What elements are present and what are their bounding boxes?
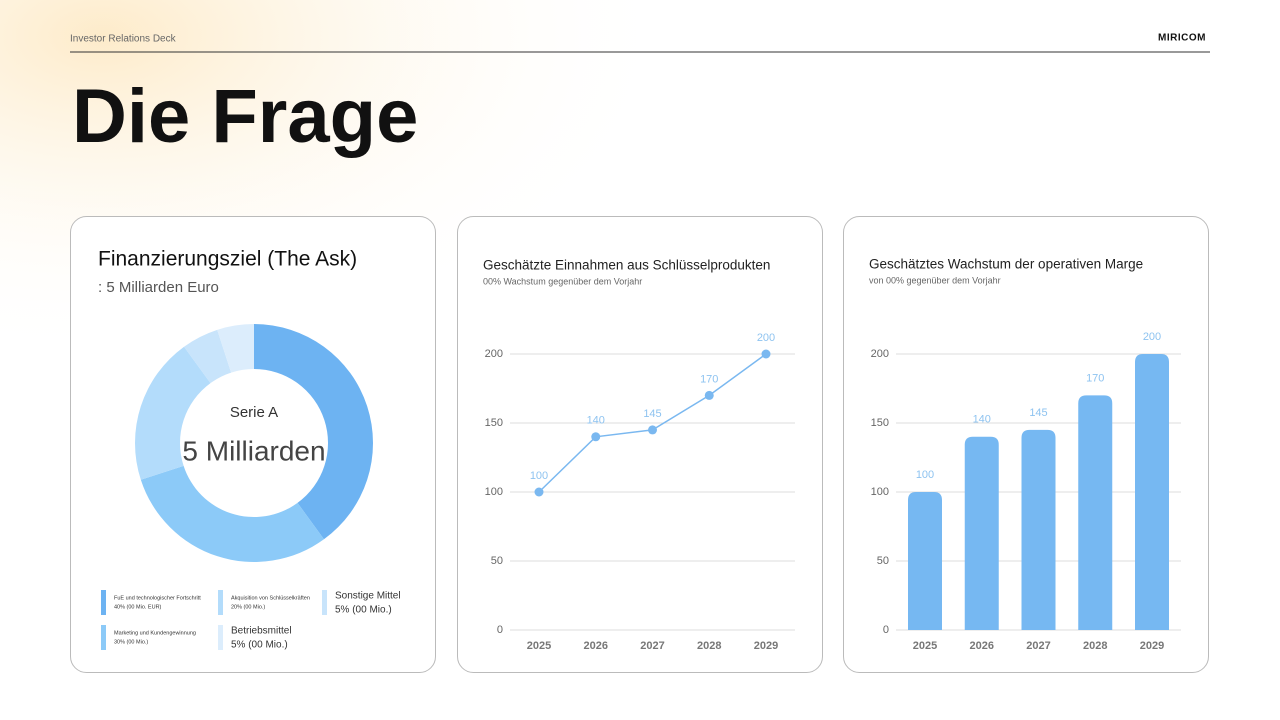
data-label: 100 [916,469,934,481]
data-label: 140 [587,415,605,427]
x-tick-label: 2029 [1140,640,1164,652]
legend-label: Akquisition von Schlüsselkräften [231,595,310,601]
deck-label: Investor Relations Deck [70,34,177,45]
x-tick-label: 2026 [584,640,608,652]
x-tick-label: 2029 [754,640,778,652]
pie-slice [134,346,211,480]
legend-swatch [218,590,223,615]
brand: MIRICOM [1158,33,1206,44]
y-tick-label: 50 [877,555,889,567]
point [704,390,714,400]
y-tick-label: 0 [497,624,503,636]
data-label: 200 [757,332,775,344]
legend-value: 30% (00 Mio.) [114,639,148,645]
y-tick-label: 50 [491,555,503,567]
y-tick-label: 150 [485,417,503,429]
data-label: 170 [700,373,718,385]
point [534,487,544,497]
data-label: 145 [1029,407,1047,419]
chart-title: Finanzierungsziel (The Ask) [98,248,357,271]
y-tick-label: 200 [871,348,889,360]
x-tick-label: 2028 [697,640,721,652]
bar [1135,354,1169,630]
slide-title: Die Frage [72,74,418,159]
data-label: 100 [530,470,548,482]
legend-swatch [218,625,223,650]
y-tick-label: 100 [485,486,503,498]
legend-label: Sonstige Mittel [335,591,401,602]
point [761,349,771,359]
legend-label: FuE und technologischer Fortschritt [114,595,201,601]
point [591,432,601,442]
chart-subtitle: 00% Wachstum gegenüber dem Vorjahr [483,276,642,286]
center-value: 5 Milliarden [182,435,325,466]
x-tick-label: 2026 [970,640,994,652]
data-label: 140 [973,414,991,426]
panel [457,216,823,673]
x-tick-label: 2028 [1083,640,1107,652]
pie-slice [140,465,324,563]
legend-value: 40% (00 Mio. EUR) [114,604,162,610]
point [648,425,657,435]
bar [964,436,999,630]
y-tick-label: 0 [883,624,889,636]
x-tick-label: 2027 [1026,640,1050,652]
y-tick-label: 150 [871,417,889,429]
pie-slice [184,329,232,384]
x-tick-label: 2025 [527,640,551,652]
legend-swatch [101,625,106,650]
legend-value: 20% (00 Mio.) [231,604,265,610]
bar [908,492,942,630]
chart-title: Geschätztes Wachstum der operativen Marg… [869,257,1143,272]
y-tick-label: 200 [485,348,503,360]
bar [1078,395,1113,630]
y-tick-label: 100 [871,486,889,498]
pie-slice [254,324,373,540]
chart-title: Geschätzte Einnahmen aus Schlüsselproduk… [483,258,770,273]
chart-subtitle: : 5 Milliarden Euro [98,279,219,296]
panel [70,216,436,673]
legend-value: 5% (00 Mio.) [231,640,288,651]
x-tick-label: 2025 [913,640,937,652]
pie-slice [217,324,254,373]
data-label: 145 [643,408,661,420]
bar [1021,429,1056,630]
legend-label: Marketing und Kundengewinnung [114,630,196,636]
legend-label: Betriebsmittel [231,626,292,637]
legend-value: 5% (00 Mio.) [335,605,392,616]
center-label: Serie A [230,404,278,421]
legend-swatch [322,590,327,615]
legend-swatch [101,590,106,615]
x-tick-label: 2027 [640,640,664,652]
data-label: 170 [1086,372,1104,384]
data-label: 200 [1143,331,1161,343]
chart-subtitle: von 00% gegenüber dem Vorjahr [869,275,1001,285]
